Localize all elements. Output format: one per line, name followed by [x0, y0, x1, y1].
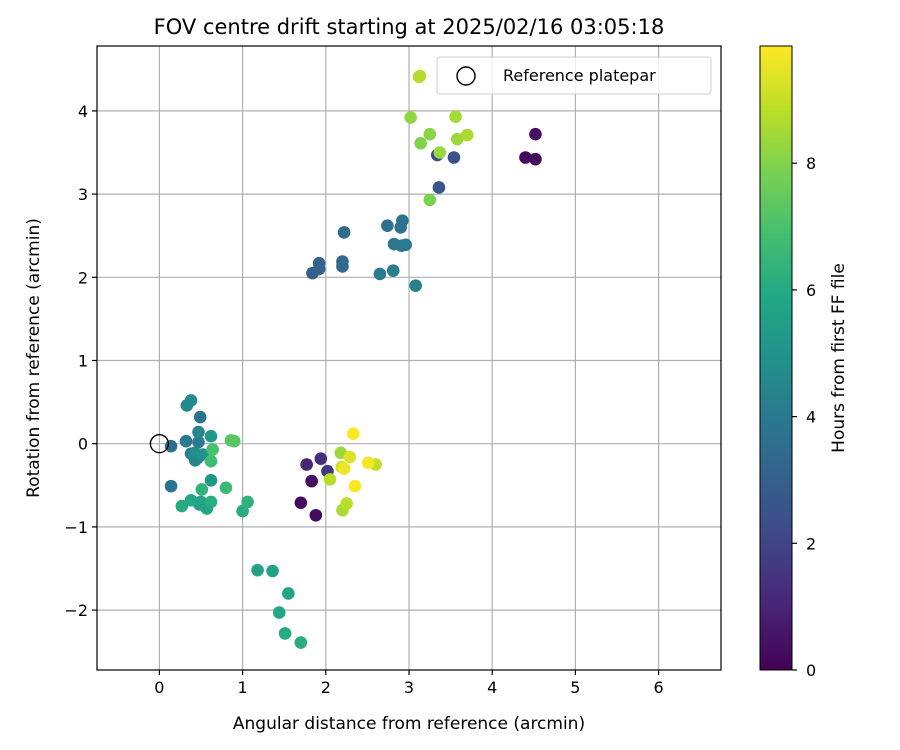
data-point: [294, 496, 308, 510]
data-point: [361, 456, 375, 470]
data-point: [195, 483, 209, 496]
data-point: [336, 260, 349, 273]
data-point: [409, 279, 422, 292]
data-point: [278, 627, 292, 640]
data-point: [184, 493, 198, 507]
data-point: [346, 427, 360, 441]
data-point: [337, 226, 351, 239]
data-point: [227, 434, 241, 448]
legend: Reference platepar: [436, 56, 712, 95]
data-point: [432, 181, 446, 194]
data-point: [343, 450, 357, 464]
data-point: [206, 443, 219, 456]
legend-box: [436, 56, 712, 95]
data-point: [312, 262, 326, 276]
data-point: [423, 193, 437, 207]
data-point: [300, 458, 313, 471]
x-tick-label: 0: [154, 678, 164, 697]
data-point: [219, 481, 233, 495]
legend-reference-marker: [456, 66, 476, 86]
x-tick-label: 2: [321, 678, 331, 697]
y-tick-label: 2: [78, 268, 88, 287]
colorbar-ticks: 0 2 4 6 8: [792, 154, 816, 680]
x-tick-label: 1: [238, 678, 248, 697]
colorbar-tick-label: 4: [806, 408, 816, 427]
data-point: [386, 264, 400, 277]
data-point: [373, 267, 387, 281]
x-tick-label: 5: [570, 678, 580, 697]
y-tick-label: 0: [78, 435, 88, 454]
data-point: [204, 429, 218, 443]
y-tick-label: 1: [78, 351, 88, 370]
data-point: [192, 425, 205, 439]
x-axis-label: Angular distance from reference (arcmin): [233, 714, 585, 734]
data-point: [282, 587, 295, 600]
data-point: [314, 452, 328, 465]
data-point: [204, 474, 218, 487]
data-point: [179, 434, 193, 448]
data-point: [529, 127, 542, 141]
y-tick-label: 4: [78, 102, 88, 121]
x-tick-label: 3: [404, 678, 414, 697]
data-point: [309, 508, 323, 522]
data-point: [396, 214, 409, 228]
y-axis-ticks: −2 −1 0 1 2 3 4: [64, 102, 97, 620]
data-point: [305, 474, 318, 488]
data-point: [519, 151, 532, 164]
colorbar-gradient: [759, 45, 793, 671]
colorbar-tick-label: 2: [806, 534, 816, 553]
data-point: [204, 495, 218, 509]
y-tick-label: −2: [64, 601, 88, 620]
data-point: [423, 127, 437, 141]
data-point: [175, 499, 189, 513]
reference-marker: [149, 433, 170, 454]
data-point: [414, 137, 427, 150]
data-point: [251, 563, 264, 577]
data-points: [164, 69, 542, 649]
data-point: [337, 462, 351, 475]
data-point: [204, 454, 218, 468]
data-point: [294, 636, 308, 649]
x-tick-label: 4: [487, 678, 497, 697]
data-point: [399, 238, 412, 252]
data-point: [241, 495, 254, 509]
data-point: [266, 564, 279, 578]
colorbar-tick-label: 0: [806, 661, 816, 680]
data-point: [404, 111, 417, 124]
colorbar-tick-label: 6: [806, 281, 816, 300]
y-axis-label: Rotation from reference (arcmin): [24, 218, 44, 498]
data-point: [192, 435, 205, 449]
data-point: [164, 439, 178, 453]
data-point: [433, 146, 447, 159]
data-point: [529, 152, 542, 166]
data-point: [450, 132, 464, 146]
chart-title: FOV centre drift starting at 2025/02/16 …: [154, 15, 665, 39]
grid: [97, 46, 721, 670]
colorbar: 0 2 4 6 8 Hours from first FF file: [759, 45, 849, 680]
y-tick-label: −1: [64, 518, 88, 537]
data-point: [381, 219, 394, 233]
data-point: [449, 110, 462, 124]
data-point: [340, 497, 353, 510]
data-point: [348, 479, 362, 493]
data-point: [447, 151, 461, 164]
data-point: [272, 606, 286, 619]
x-tick-label: 6: [654, 678, 664, 697]
y-tick-label: 3: [78, 185, 88, 204]
x-axis-ticks: 0 1 2 3 4 5 6: [154, 670, 664, 697]
data-point: [184, 394, 198, 407]
data-point: [413, 69, 427, 83]
data-point: [164, 479, 178, 493]
colorbar-tick-label: 8: [806, 154, 816, 173]
data-point: [323, 473, 337, 486]
data-point: [460, 128, 474, 142]
colorbar-label: Hours from first FF file: [829, 263, 849, 453]
data-point: [193, 410, 207, 424]
legend-reference-label: Reference platepar: [503, 66, 656, 85]
